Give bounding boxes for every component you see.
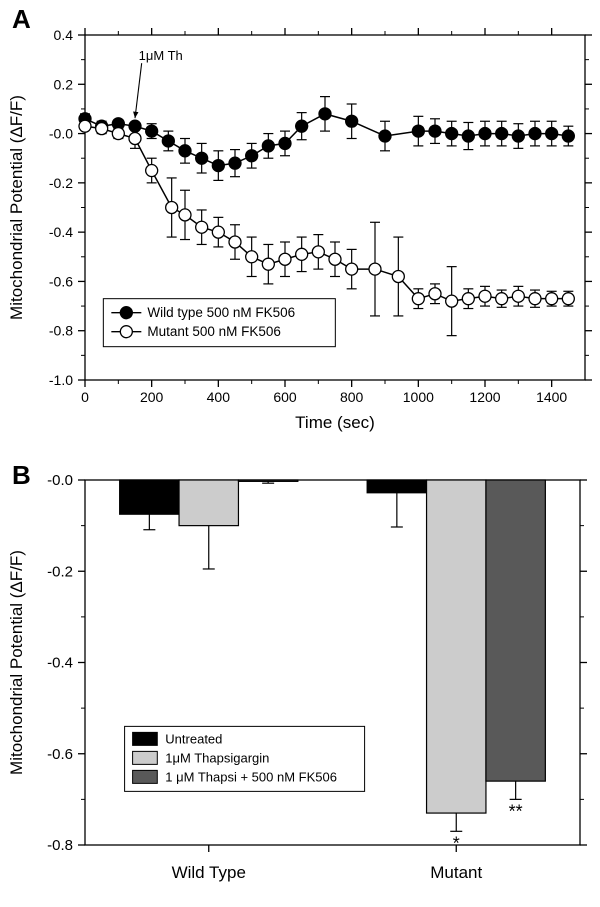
svg-text:Wild Type: Wild Type [172,863,246,882]
svg-text:Wild type 500 nM FK506: Wild type 500 nM FK506 [147,305,295,320]
svg-text:1200: 1200 [469,389,500,405]
panel-a: -1.0 -0.8 -0.6 -0.4 -0.2 -0.0 0.2 0.4 0 200 400 600… [0,0,600,440]
svg-text:1μM Thapsigargin: 1μM Thapsigargin [165,750,269,765]
svg-text:400: 400 [207,389,231,405]
svg-text:Mutant: Mutant [430,863,482,882]
svg-text:-0.0: -0.0 [49,126,73,142]
svg-text:-0.8: -0.8 [49,323,73,339]
panel-b-svg: -0.8 -0.6 -0.4 -0.2 -0.0 Mitochondrial Potent… [0,460,600,900]
panel-b: -0.8 -0.6 -0.4 -0.2 -0.0 Mitochondrial Potent… [0,460,600,900]
svg-text:600: 600 [273,389,297,405]
svg-text:0.4: 0.4 [54,27,74,43]
svg-text:1000: 1000 [403,389,434,405]
figure: A -1.0-0.8-0.6-0.4-0.2-0.00.20.402004006… [0,0,600,907]
svg-text:*: * [453,833,460,853]
svg-text:Mutant 500 nM FK506: Mutant 500 nM FK506 [147,324,281,339]
svg-text:Mitochondrial Potential (ΔF/F): Mitochondrial Potential (ΔF/F) [7,550,26,775]
svg-text:**: ** [509,801,523,821]
svg-text:Untreated: Untreated [165,731,222,746]
svg-text:0: 0 [81,389,89,405]
svg-text:1400: 1400 [536,389,567,405]
svg-text:-0.6: -0.6 [49,273,73,289]
svg-text:-0.4: -0.4 [49,224,73,240]
svg-text:1 μM Thapsi + 500 nM FK506: 1 μM Thapsi + 500 nM FK506 [165,769,337,784]
svg-text:-0.2: -0.2 [47,563,73,580]
svg-text:-0.0: -0.0 [47,472,73,489]
svg-text:-0.2: -0.2 [49,175,73,191]
svg-text:Mitochondrial Potential (ΔF/F): Mitochondrial Potential (ΔF/F) [7,95,26,320]
svg-text:Time (sec): Time (sec) [295,413,375,432]
svg-text:800: 800 [340,389,364,405]
svg-text:-0.4: -0.4 [47,655,73,672]
svg-text:-0.6: -0.6 [47,746,73,763]
svg-text:-0.8: -0.8 [47,837,73,854]
svg-text:0.2: 0.2 [54,76,74,92]
panel-a-svg: -1.0 -0.8 -0.6 -0.4 -0.2 -0.0 0.2 0.4 0 200 400 600… [0,0,600,440]
svg-text:-1.0: -1.0 [49,372,73,388]
svg-text:200: 200 [140,389,164,405]
svg-text:1μM Th: 1μM Th [139,48,183,63]
